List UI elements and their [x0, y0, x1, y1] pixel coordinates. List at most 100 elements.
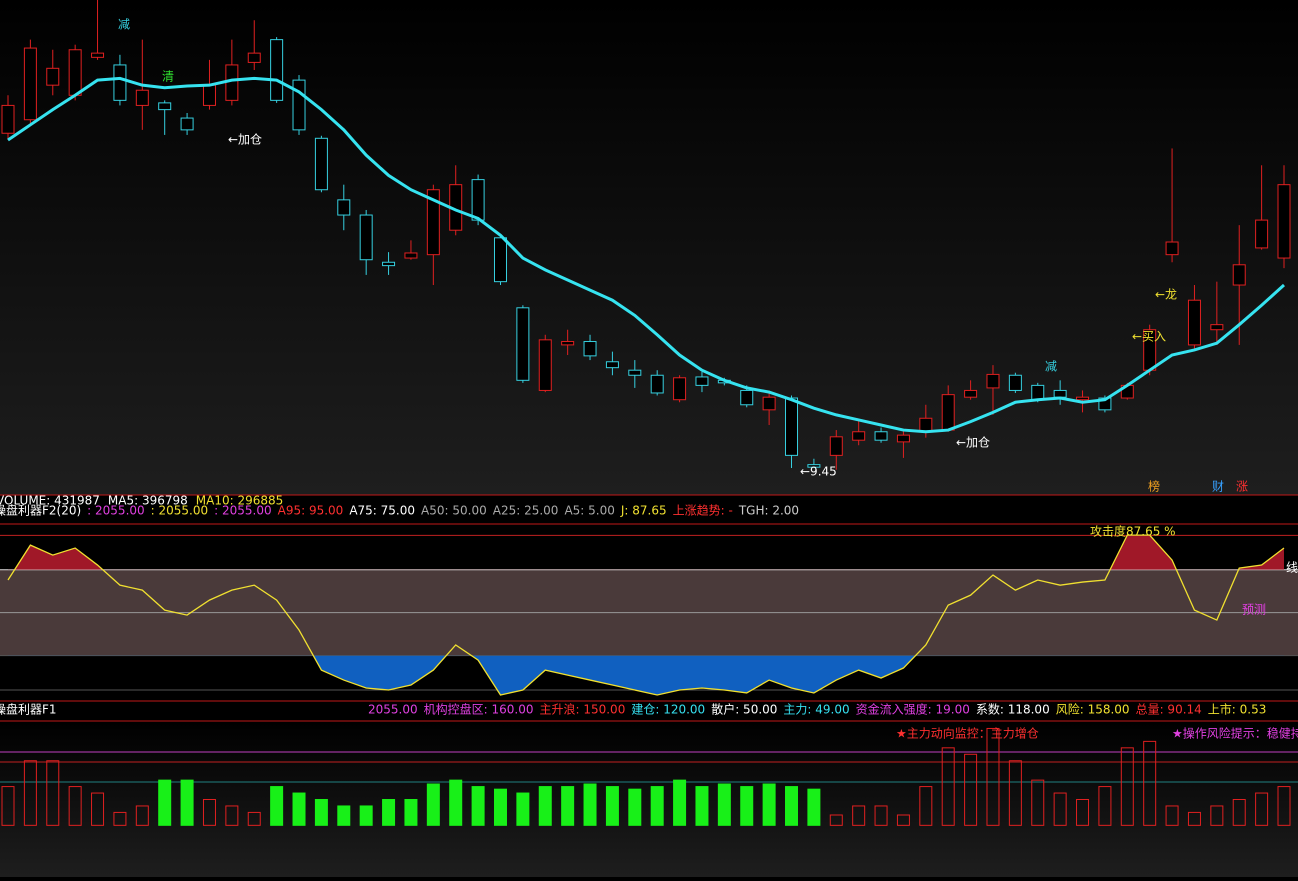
f1-bar	[1098, 786, 1112, 826]
f1-bar	[628, 788, 642, 826]
f1-bar	[1, 786, 15, 826]
f1-bar	[538, 786, 552, 826]
candle-body	[1165, 241, 1179, 256]
f1-bar	[46, 760, 60, 826]
f1-bar	[23, 760, 37, 826]
f1-bar	[1210, 805, 1224, 826]
candle-body	[158, 102, 172, 111]
f1-bar	[650, 786, 664, 826]
candle-body	[1187, 299, 1201, 346]
candle-body	[1, 104, 15, 134]
f1-header: 2055.00	[368, 703, 418, 717]
candle-body	[874, 431, 888, 441]
f1-bar	[1053, 792, 1067, 826]
candle-body	[493, 237, 507, 283]
f1-bar	[964, 753, 978, 826]
candle-body	[986, 373, 1000, 389]
candle-body	[270, 39, 284, 101]
candle-body	[896, 434, 910, 443]
f1-bar	[852, 805, 866, 826]
candle-body	[941, 394, 955, 431]
f1-panel-bg	[0, 722, 1298, 877]
f1-bar	[740, 786, 754, 826]
f1-annotation: ★主力动向监控：主力增仓	[896, 726, 1039, 741]
f2-annotation: 预测	[1242, 603, 1266, 617]
candle-body	[1232, 264, 1246, 286]
candle-body	[91, 52, 105, 58]
candle-body	[650, 374, 664, 394]
candle-body	[919, 417, 933, 433]
f1-bar	[829, 814, 843, 826]
f1-bar	[807, 788, 821, 826]
candle-body	[23, 47, 37, 121]
f1-bar	[785, 786, 799, 826]
f1-bar	[1232, 799, 1246, 826]
price-annotation: 减	[118, 18, 130, 32]
candle-body	[46, 67, 60, 86]
price-annotation: 减	[1045, 360, 1057, 374]
candle-body	[762, 396, 776, 411]
f1-bar	[135, 805, 149, 826]
f1-bar	[225, 805, 239, 826]
f1-bar	[1076, 799, 1090, 826]
f1-bar	[516, 792, 530, 826]
cold-fill	[8, 655, 1284, 696]
candle-body	[852, 431, 866, 441]
hot-fill	[8, 535, 1284, 570]
f2-header: J: 87.65	[620, 504, 667, 518]
f1-bar	[337, 805, 351, 826]
f2-header: A25: 25.00	[493, 504, 559, 518]
f1-header: 主力: 49.00	[783, 703, 849, 717]
f2-header: : 2055.00	[87, 504, 144, 518]
candle-body	[538, 339, 552, 391]
volume-header: VOLUME: 431987	[0, 494, 100, 508]
price-annotation: 财	[1212, 480, 1224, 494]
f1-bar	[382, 799, 396, 826]
f2-header: 上涨趋势: -	[673, 503, 733, 518]
price-annotation: 清	[162, 70, 174, 84]
candle-body	[180, 117, 194, 131]
f1-bar	[1008, 760, 1022, 826]
candle-body	[68, 49, 82, 96]
volume-header: MA5: 396798	[108, 494, 188, 508]
price-annotation: 涨	[1236, 479, 1248, 494]
f1-bar	[270, 786, 284, 826]
price-annotation: ←9.45	[800, 465, 837, 479]
f1-bar	[1031, 779, 1045, 826]
candle-body	[113, 64, 127, 101]
f1-bar	[68, 786, 82, 826]
f1-bar	[583, 783, 597, 826]
f1-bar	[986, 727, 1000, 826]
j-line	[7, 534, 1285, 696]
candle-body	[292, 79, 306, 131]
f1-bar	[471, 786, 485, 826]
f1-bar	[180, 779, 194, 826]
price-annotation: ←加仓	[228, 133, 262, 147]
candle-body	[135, 89, 149, 106]
f1-annotation: ★操作风险提示：稳健持	[1172, 726, 1298, 741]
f1-bar	[404, 799, 418, 826]
candle-body	[516, 307, 530, 381]
f1-bar	[91, 792, 105, 826]
f1-bar	[493, 788, 507, 826]
f1-bar	[359, 805, 373, 826]
f2-annotation: 攻击度87.65 %	[1090, 524, 1176, 539]
f1-bar	[941, 747, 955, 826]
candle-body	[1210, 324, 1224, 331]
candle-body	[964, 389, 978, 398]
f1-header: 系数: 118.00	[976, 702, 1050, 717]
f1-header: 总量: 90.14	[1136, 703, 1202, 717]
f1-header: 风险: 158.00	[1056, 702, 1130, 717]
candle-body	[1277, 184, 1291, 259]
candle-body	[1255, 219, 1269, 249]
candle-body	[561, 341, 575, 346]
ma-line	[7, 76, 1286, 434]
candle-body	[426, 189, 440, 256]
f1-header: 主升浪: 150.00	[539, 702, 625, 717]
f1-title: 操盘利器F1	[0, 702, 57, 717]
f1-bar	[717, 783, 731, 826]
candle-body	[202, 84, 216, 106]
candle-body	[359, 214, 373, 261]
f1-bar	[605, 786, 619, 826]
f1-bar	[247, 811, 261, 826]
